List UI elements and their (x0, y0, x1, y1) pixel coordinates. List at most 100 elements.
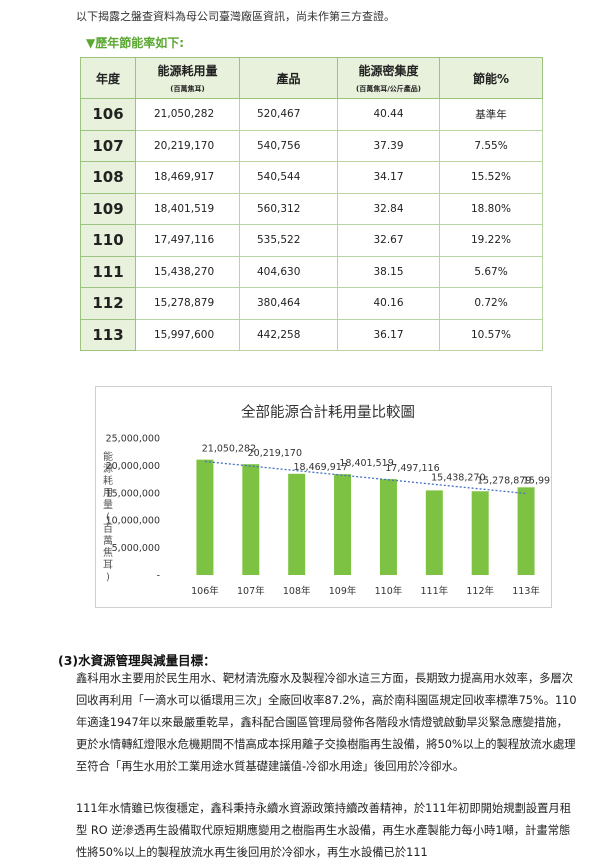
chart-bar (242, 464, 260, 575)
table-row: 109 18,401,519 560,312 32.84 18.80% (80, 192, 543, 225)
chart-bar (425, 490, 443, 575)
cell-year: 110 (80, 224, 136, 257)
cell-energy: 18,401,519 (135, 192, 240, 225)
header-energy-label: 能源耗用量 (157, 64, 218, 78)
table-row: 111 15,438,270 404,630 38.15 5.67% (80, 255, 543, 288)
chart-x-tick-label: 108年 (283, 585, 311, 597)
table-header-row: 年度 能源耗用量 (百萬焦耳) 產品 能源密集度 (百萬焦耳/公斤產品) 節能% (80, 57, 543, 99)
section-paragraph-1: 鑫科用水主要用於民生用水、靶材清洗廢水及製程冷卻水這三方面，長期致力提高用水效率… (76, 672, 577, 773)
chart-bar (334, 474, 352, 575)
table-row: 112 15,278,879 380,464 40.16 0.72% (80, 287, 543, 320)
cell-saving: 15.52% (439, 161, 543, 194)
chart-data-label: 21,050,282 (202, 444, 256, 455)
chart-y-tick-label: 15,000,000 (106, 488, 160, 499)
cell-energy: 17,497,116 (135, 224, 240, 257)
chart-x-tick-label: 109年 (329, 585, 357, 597)
cell-intensity: 40.44 (337, 98, 440, 131)
cell-energy: 20,219,170 (135, 129, 240, 162)
chart-bar (288, 473, 306, 575)
section-paragraph-2: 111年水情雖已恢復穩定，鑫科秉持永續水資源政策持續改善精神，於111年初即開始… (76, 802, 572, 859)
cell-product: 442,258 (239, 318, 338, 351)
header-product: 產品 (239, 57, 338, 99)
cell-saving: 5.67% (439, 255, 543, 288)
chart-bar (517, 487, 535, 575)
chart-trendline-line (204, 460, 527, 495)
chart-ylabel-char: 耗 (103, 475, 113, 487)
section-title: (3)水資源管理與減量目標： (58, 653, 216, 668)
cell-product: 380,464 (239, 287, 338, 320)
chart-bar (196, 459, 214, 575)
intro-text: 以下揭露之盤查資料為母公司臺灣廠區資訊，尚未作第三方查證。 (76, 10, 395, 23)
cell-energy: 18,469,917 (135, 161, 240, 194)
chart-y-tick-label: 25,000,000 (106, 434, 160, 445)
chart-x-tick-label: 113年 (512, 585, 540, 597)
table-row: 108 18,469,917 540,544 34.17 15.52% (80, 161, 543, 194)
cell-product: 535,522 (239, 224, 338, 257)
chart-ylabel-char: 能 (103, 450, 113, 463)
chart-data-label: 18,469,917 (293, 462, 347, 473)
table-row: 106 21,050,282 520,467 40.44 基準年 (80, 98, 543, 131)
chart-data-label: 15,278,879 (477, 475, 531, 486)
chart-ylabel-char: 用 (103, 488, 113, 499)
table-subheading: ▼歷年節能率如下: (86, 36, 185, 50)
cell-year: 112 (80, 287, 136, 320)
header-intensity-label: 能源密集度 (358, 64, 419, 78)
chart-ylabel-char: 百 (103, 523, 113, 535)
cell-year: 108 (80, 161, 136, 194)
table-row: 113 15,997,600 442,258 36.17 10.57% (80, 318, 543, 351)
chart-y-tick-label: 10,000,000 (106, 516, 160, 527)
chart-ylabel-char: ) (106, 572, 110, 583)
cell-product: 520,467 (239, 98, 338, 131)
chart-data-label: 20,219,170 (248, 448, 302, 459)
cell-year: 106 (80, 98, 136, 131)
cell-intensity: 40.16 (337, 287, 440, 320)
chart-y-tick-label: 5,000,000 (112, 543, 160, 554)
chart-data-label: 15,438,270 (431, 472, 485, 483)
cell-energy: 15,278,879 (135, 287, 240, 320)
chart-x-tick-label: 112年 (466, 585, 494, 597)
header-energy-unit: (百萬焦耳) (170, 85, 205, 93)
chart-y-ticks: - 5,000,000 10,000,000 15,000,000 20,000,000… (106, 434, 160, 582)
table-row: 107 20,219,170 540,756 37.39 7.55% (80, 129, 543, 162)
chart-data-label: 18,401,519 (339, 458, 393, 469)
cell-intensity: 32.84 (337, 192, 440, 225)
table-row: 110 17,497,116 535,522 32.67 19.22% (80, 224, 543, 257)
chart-data-label: 15,997,600 (523, 475, 551, 486)
chart-ylabel-char: 耳 (103, 559, 113, 571)
cell-year: 113 (80, 318, 136, 351)
chart-ylabel-char: ( (106, 512, 110, 523)
chart-y-tick-label: 20,000,000 (106, 461, 160, 472)
chart-x-tick-label: 106年 (191, 585, 219, 597)
header-energy: 能源耗用量 (百萬焦耳) (135, 57, 240, 99)
chart-ylabel-char: 焦 (103, 546, 113, 559)
cell-energy: 21,050,282 (135, 98, 240, 131)
energy-saving-table: 年度 能源耗用量 (百萬焦耳) 產品 能源密集度 (百萬焦耳/公斤產品) 節能%… (80, 57, 543, 351)
cell-year: 107 (80, 129, 136, 162)
energy-chart: 全部能源合計耗用量比較圖 能源耗用量(百萬焦耳) - 5,000,000 10,00… (95, 386, 578, 608)
chart-bars (196, 459, 535, 575)
chart-x-tick-label: 111年 (420, 585, 448, 597)
cell-saving: 7.55% (439, 129, 543, 162)
cell-saving: 18.80% (439, 192, 543, 225)
cell-year: 111 (80, 255, 136, 288)
chart-x-ticks: 106年 107年 108年 109年 110年 111年 112年 113年 (191, 585, 540, 597)
chart-title: 全部能源合計耗用量比較圖 (241, 403, 415, 421)
chart-x-tick-label: 107年 (237, 585, 265, 597)
header-year: 年度 (80, 57, 136, 99)
chart-ylabel-char: 源 (103, 462, 113, 475)
cell-year: 109 (80, 192, 136, 225)
cell-energy: 15,997,600 (135, 318, 240, 351)
cell-intensity: 32.67 (337, 224, 440, 257)
energy-bar-chart-svg: 全部能源合計耗用量比較圖 能源耗用量(百萬焦耳) - 5,000,000 10,00… (103, 403, 578, 597)
chart-ylabel-char: 萬 (103, 534, 113, 547)
cell-product: 540,544 (239, 161, 338, 194)
chart-bar (471, 491, 489, 575)
cell-saving: 10.57% (439, 318, 543, 351)
chart-ylabel-char: 量 (103, 499, 113, 511)
cell-product: 540,756 (239, 129, 338, 162)
chart-trendline (204, 460, 527, 495)
cell-product: 404,630 (239, 255, 338, 288)
header-saving: 節能% (439, 57, 543, 99)
chart-x-tick-label: 110年 (375, 585, 403, 597)
